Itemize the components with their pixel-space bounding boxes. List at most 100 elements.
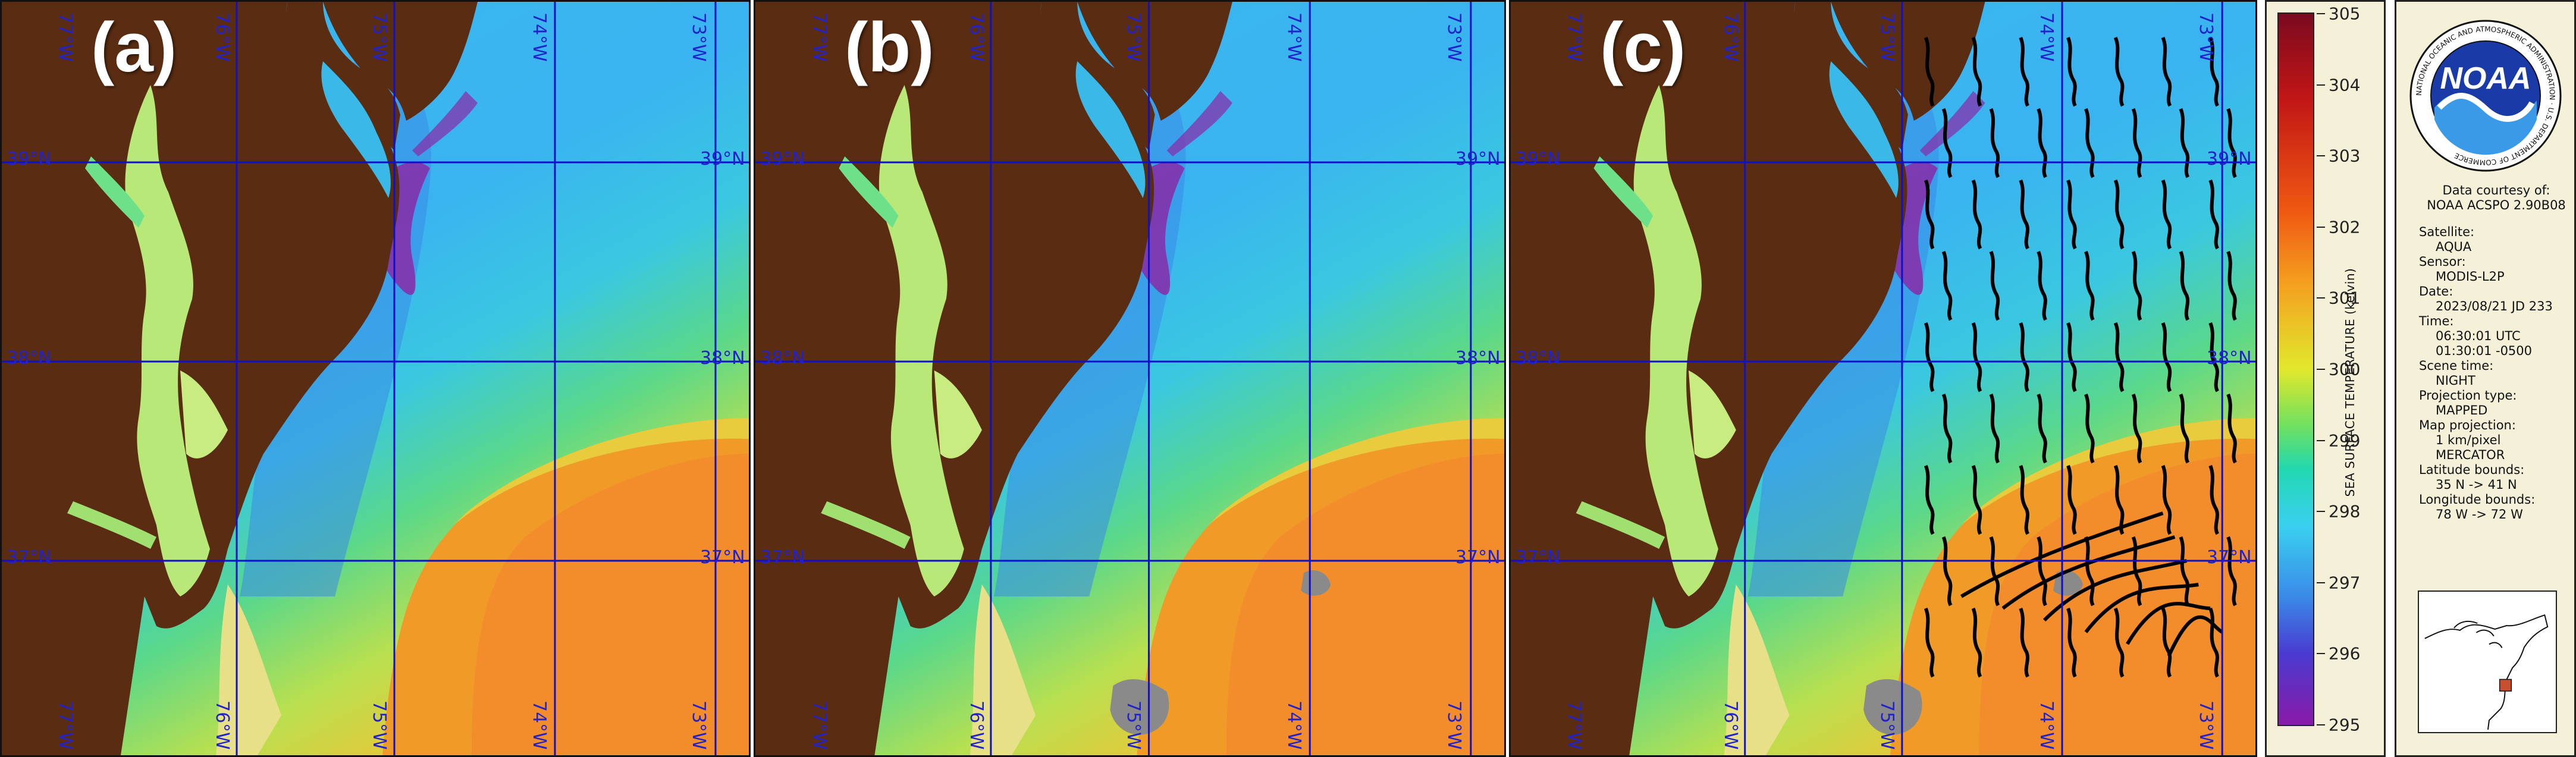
metadata-label: Map projection: bbox=[2419, 418, 2516, 432]
colorbar-gradient bbox=[2277, 12, 2314, 726]
colorbar-tick-label: 300 bbox=[2329, 359, 2361, 379]
longitude-label: 76°W bbox=[212, 12, 233, 62]
colorbar-tick-mark bbox=[2317, 653, 2325, 655]
metadata-value: 2023/08/21 JD 233 bbox=[2436, 299, 2553, 313]
latitude-label: 38°N bbox=[7, 348, 52, 369]
longitude-label: 75°W bbox=[368, 701, 390, 750]
longitude-label: 75°W bbox=[1876, 701, 1897, 750]
longitude-label: 77°W bbox=[808, 701, 830, 750]
graticule bbox=[1511, 2, 2255, 755]
logo-wordmark: NOAA bbox=[2440, 61, 2531, 96]
colorbar-tick-mark bbox=[2317, 84, 2325, 86]
metadata-value: 78 W -> 72 W bbox=[2436, 507, 2523, 522]
metadata-label: Date: bbox=[2419, 284, 2453, 299]
colorbar-tick-mark bbox=[2317, 13, 2325, 14]
longitude-label: 76°W bbox=[1720, 701, 1741, 750]
courtesy-line-2: NOAA ACSPO 2.90B08 bbox=[2427, 198, 2566, 212]
colorbar-tick-label: 298 bbox=[2329, 501, 2361, 522]
thermal-fronts bbox=[1924, 36, 2237, 678]
colorbar-panel: 305 304 303 302 301 300 299 298 297 296 295 SEA SU… bbox=[2265, 0, 2386, 757]
metadata-value: 01:30:01 -0500 bbox=[2436, 344, 2533, 358]
latitude-label: 37°N bbox=[7, 547, 52, 568]
colorbar-tick-mark bbox=[2317, 369, 2325, 370]
longitude-label: 73°W bbox=[2195, 12, 2216, 62]
chesapeake-bay bbox=[1633, 85, 1718, 596]
longitude-label: 73°W bbox=[688, 12, 710, 62]
latitude-label: 37°N bbox=[1516, 547, 1561, 568]
latitude-label: 39°N bbox=[760, 149, 805, 169]
delaware-bay bbox=[1075, 61, 1146, 198]
longitude-label: 77°W bbox=[1564, 12, 1585, 62]
latitude-label: 39°N bbox=[1455, 149, 1501, 169]
longitude-label: 73°W bbox=[2195, 701, 2216, 750]
metadata-value: 35 N -> 41 N bbox=[2436, 478, 2517, 492]
delaware-bay bbox=[321, 61, 391, 198]
colorbar-tick-label: 297 bbox=[2329, 573, 2361, 593]
latitude-label: 39°N bbox=[1516, 149, 1561, 169]
metadata-value: 1 km/pixel bbox=[2436, 433, 2501, 447]
land-new-jersey bbox=[323, 2, 478, 121]
longitude-label: 76°W bbox=[966, 701, 987, 750]
colorbar-tick-mark bbox=[2317, 511, 2325, 513]
longitude-label: 75°W bbox=[1123, 701, 1144, 750]
metadata-label: Scene time: bbox=[2419, 359, 2494, 373]
latitude-label: 37°N bbox=[700, 547, 745, 568]
panel-label-c: (c) bbox=[1600, 8, 1686, 87]
land-mass bbox=[755, 2, 1154, 755]
graticule bbox=[2, 2, 749, 755]
longitude-label: 74°W bbox=[1283, 701, 1304, 750]
colorbar-title: SEA SURFACE TEMPERATURE (kelvin) bbox=[2343, 268, 2357, 497]
colorbar-tick-mark bbox=[2317, 226, 2325, 228]
longitude-label: 74°W bbox=[2035, 701, 2057, 750]
longitude-label: 73°W bbox=[688, 701, 710, 750]
metadata-value: 06:30:01 UTC bbox=[2436, 329, 2521, 343]
colorbar-tick-mark bbox=[2317, 582, 2325, 583]
colorbar-tick-label: 295 bbox=[2329, 715, 2361, 735]
longitude-label: 77°W bbox=[1564, 701, 1585, 750]
metadata-fields: Satellite: AQUA Sensor: MODIS-L2P Date: 2023/… bbox=[2419, 225, 2574, 522]
colorbar-tick-label: 304 bbox=[2329, 75, 2361, 95]
longitude-label: 74°W bbox=[528, 12, 550, 62]
panel-label-a: (a) bbox=[91, 8, 177, 87]
metadata-label: Projection type: bbox=[2419, 388, 2517, 403]
latitude-label: 38°N bbox=[760, 348, 805, 369]
colorbar-tick-mark bbox=[2317, 155, 2325, 157]
metadata-label: Sensor: bbox=[2419, 255, 2466, 269]
metadata-value: MAPPED bbox=[2436, 403, 2488, 417]
panel-label-b: (b) bbox=[845, 8, 934, 87]
longitude-label: 77°W bbox=[55, 12, 76, 62]
longitude-label: 77°W bbox=[808, 12, 830, 62]
latitude-label: 37°N bbox=[760, 547, 805, 568]
latitude-label: 39°N bbox=[700, 149, 745, 169]
chesapeake-bay bbox=[125, 85, 210, 596]
longitude-label: 73°W bbox=[1444, 701, 1465, 750]
colorbar-tick-label: 299 bbox=[2329, 431, 2361, 451]
cloud-mask bbox=[1863, 679, 1922, 735]
longitude-label: 76°W bbox=[1720, 12, 1741, 62]
metadata-block: Data courtesy of: NOAA ACSPO 2.90B08 Sat… bbox=[2419, 183, 2574, 522]
longitude-label: 73°W bbox=[1444, 12, 1465, 62]
latitude-label: 38°N bbox=[700, 348, 745, 369]
latitude-label: 38°N bbox=[1516, 348, 1561, 369]
delaware-bay bbox=[1829, 61, 1899, 198]
info-panel: NOAA NATIONAL OCEANIC AND ATMOSPHERIC AD… bbox=[2395, 0, 2576, 757]
sst-map-a bbox=[2, 2, 749, 755]
colorbar-tick-mark bbox=[2317, 439, 2325, 441]
latitude-label: 37°N bbox=[1455, 547, 1501, 568]
longitude-label: 76°W bbox=[212, 701, 233, 750]
metadata-value: MERCATOR bbox=[2436, 448, 2505, 462]
courtesy-line-1: Data courtesy of: bbox=[2442, 183, 2550, 197]
longitude-label: 76°W bbox=[966, 12, 987, 62]
colorbar-tick-mark bbox=[2317, 297, 2325, 299]
land-mass bbox=[1511, 2, 1907, 755]
latitude-label: 38°N bbox=[1455, 348, 1501, 369]
cloud-mask bbox=[1110, 679, 1169, 735]
metadata-value: MODIS-L2P bbox=[2436, 269, 2505, 284]
colorbar-tick-label: 302 bbox=[2329, 217, 2361, 237]
metadata-value: NIGHT bbox=[2436, 373, 2475, 388]
longitude-label: 74°W bbox=[1283, 12, 1304, 62]
locator-inset-map bbox=[2418, 590, 2557, 733]
latitude-label: 39°N bbox=[7, 149, 52, 169]
sst-map-b bbox=[755, 2, 1504, 755]
metadata-label: Latitude bounds: bbox=[2419, 463, 2525, 477]
